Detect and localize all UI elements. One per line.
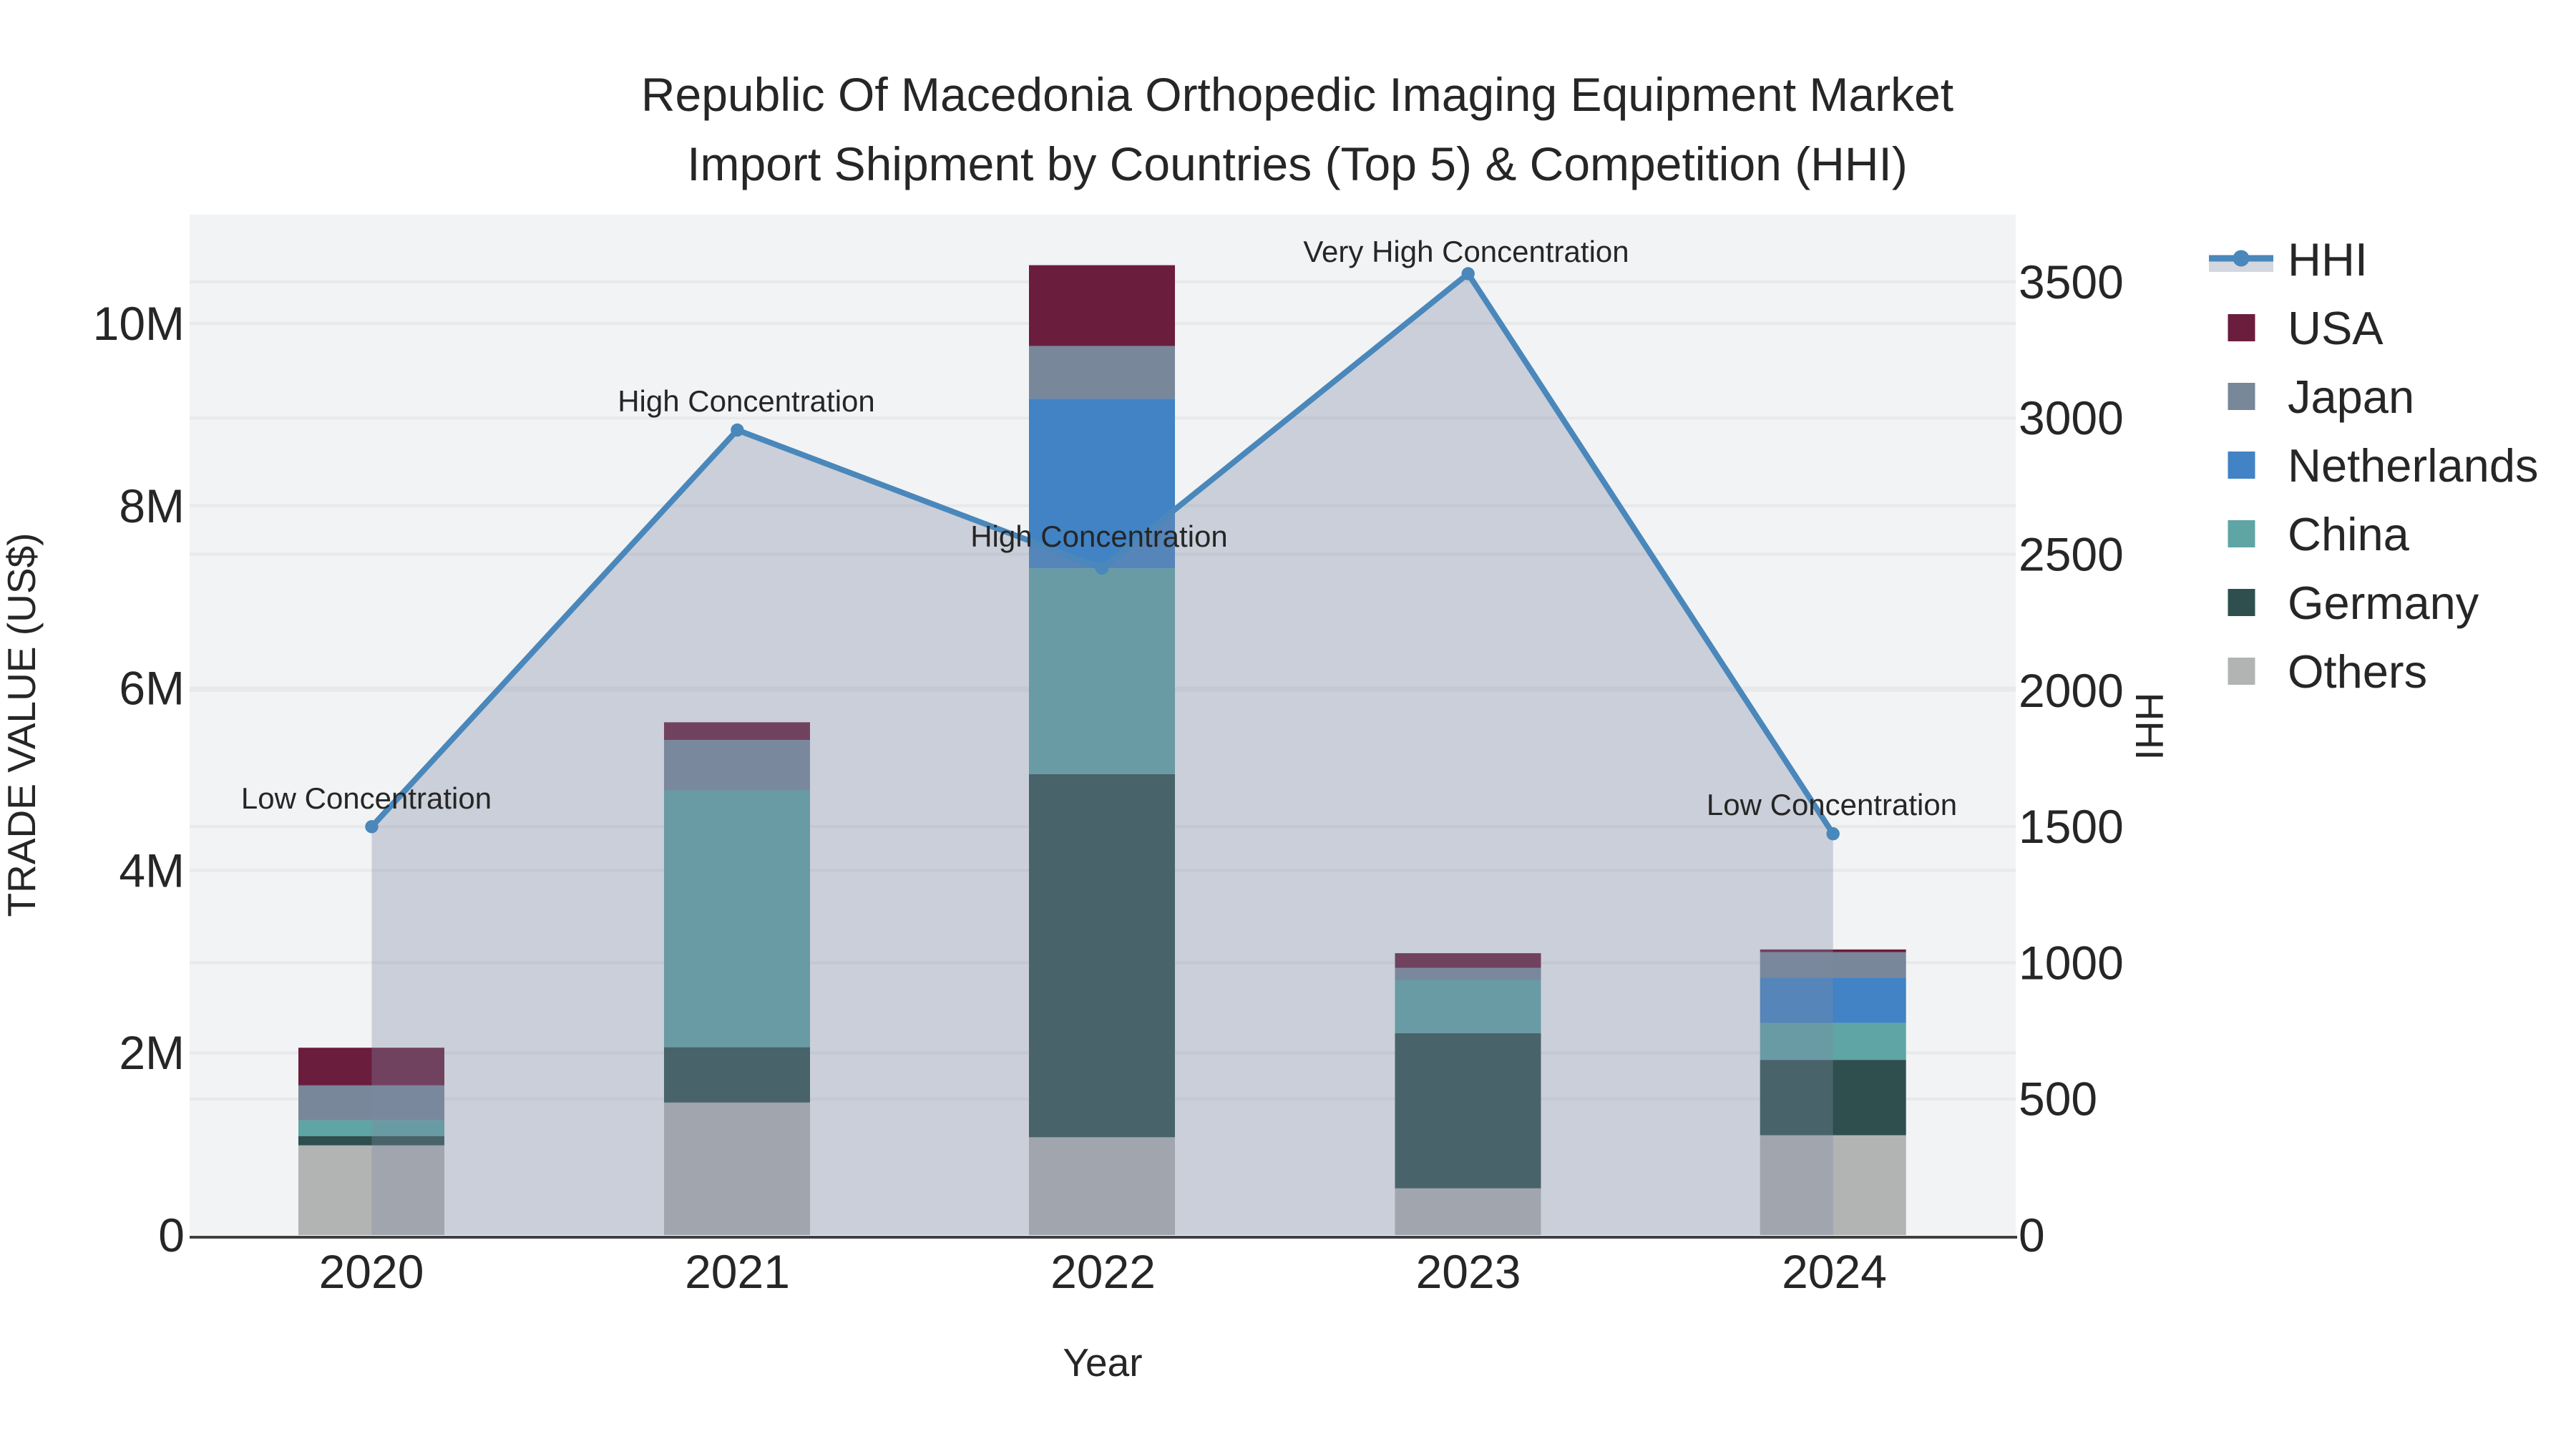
svg-text:1500: 1500 [2019,800,2124,853]
svg-text:6M: 6M [119,662,185,715]
svg-text:Netherlands: Netherlands [2288,439,2539,492]
svg-text:0: 0 [2019,1209,2045,1262]
svg-text:Low Concentration: Low Concentration [241,781,492,815]
svg-text:TRADE VALUE (US$): TRADE VALUE (US$) [0,533,44,917]
svg-text:10M: 10M [93,297,185,350]
svg-text:Germany: Germany [2288,577,2479,629]
svg-text:2024: 2024 [1782,1245,1887,1298]
svg-text:Others: Others [2288,645,2427,698]
svg-text:Very High Concentration: Very High Concentration [1303,235,1629,268]
svg-text:2000: 2000 [2019,664,2124,717]
svg-text:2023: 2023 [1416,1245,1521,1298]
svg-text:3500: 3500 [2019,255,2124,308]
svg-text:HHI: HHI [2288,233,2368,286]
svg-text:High Concentration: High Concentration [618,384,875,418]
svg-text:4M: 4M [119,844,185,897]
svg-text:Year: Year [1063,1340,1142,1385]
svg-text:8M: 8M [119,479,185,532]
svg-text:2022: 2022 [1050,1245,1156,1298]
svg-text:USA: USA [2288,302,2384,354]
svg-text:Japan: Japan [2288,371,2414,423]
svg-text:High Concentration: High Concentration [970,519,1228,553]
svg-text:1000: 1000 [2019,936,2124,989]
svg-text:Import Shipment by Countries (: Import Shipment by Countries (Top 5) & C… [687,137,1908,190]
svg-text:2M: 2M [119,1026,185,1079]
svg-text:HHI: HHI [2127,693,2172,761]
svg-text:Republic Of Macedonia Orthoped: Republic Of Macedonia Orthopedic Imaging… [641,68,1953,121]
svg-text:0: 0 [158,1209,185,1262]
svg-text:2020: 2020 [319,1245,424,1298]
svg-text:3000: 3000 [2019,391,2124,444]
svg-text:500: 500 [2019,1073,2097,1126]
svg-text:2500: 2500 [2019,528,2124,581]
svg-text:China: China [2288,508,2410,560]
svg-text:2021: 2021 [685,1245,790,1298]
svg-text:Low Concentration: Low Concentration [1707,788,1957,821]
